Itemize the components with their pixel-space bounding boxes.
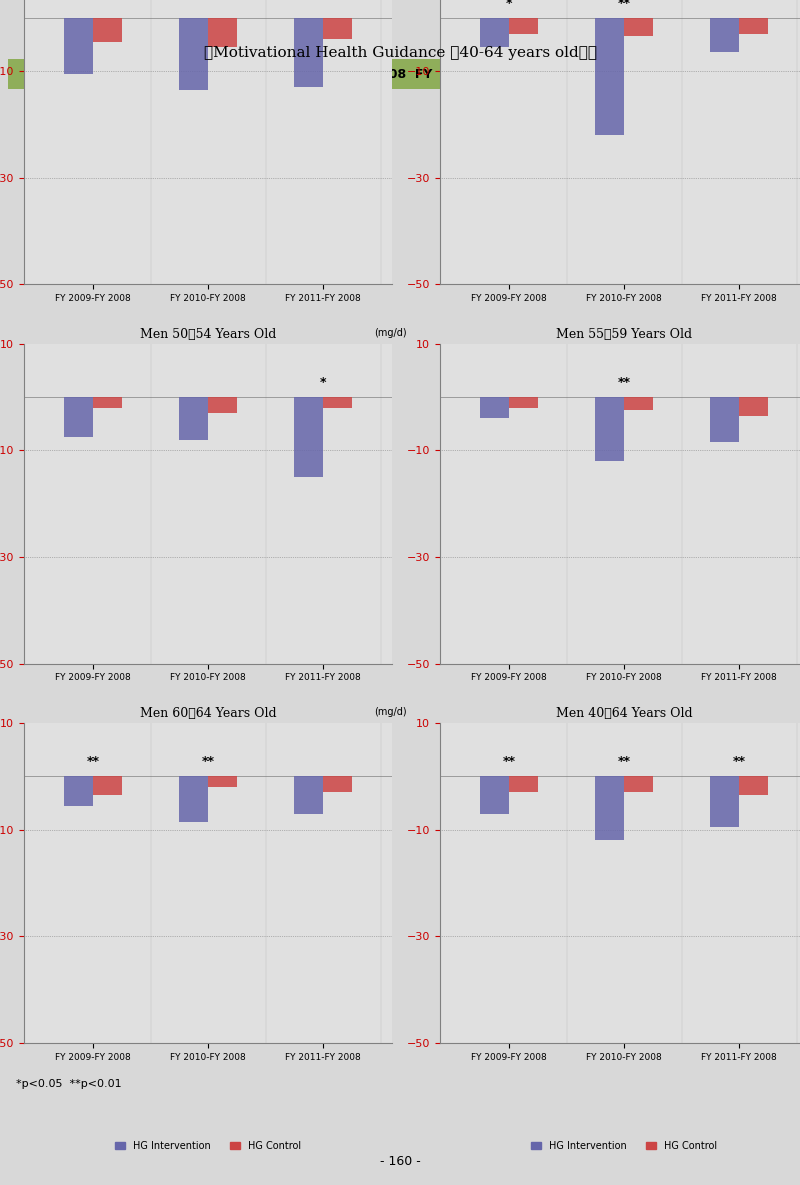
Bar	[710, 397, 739, 442]
Bar	[624, 18, 653, 37]
Bar	[208, 397, 237, 412]
Bar	[739, 397, 768, 416]
Bar	[208, 776, 237, 787]
Bar	[64, 18, 93, 73]
Bar	[509, 397, 538, 408]
Text: (mg/d): (mg/d)	[374, 706, 406, 717]
Bar	[294, 18, 323, 87]
Text: **: **	[86, 755, 99, 768]
Bar	[323, 397, 352, 408]
Title: Men 55～59 Years Old: Men 55～59 Years Old	[556, 328, 692, 341]
Bar	[509, 18, 538, 33]
Bar	[294, 776, 323, 813]
Bar	[179, 18, 208, 90]
Bar	[624, 776, 653, 792]
Text: **: **	[618, 755, 630, 768]
Bar	[179, 776, 208, 821]
Title: Men 60～64 Years Old: Men 60～64 Years Old	[140, 707, 276, 720]
Text: **: **	[618, 376, 630, 389]
Title: Men 40～64 Years Old: Men 40～64 Years Old	[556, 707, 692, 720]
Legend: HG Intervention, HG Control: HG Intervention, HG Control	[527, 758, 721, 776]
Bar	[739, 776, 768, 795]
Bar	[595, 397, 624, 461]
Bar	[595, 18, 624, 135]
Legend: HG Intervention, HG Control: HG Intervention, HG Control	[111, 758, 305, 776]
Legend: HG Intervention, HG Control: HG Intervention, HG Control	[527, 379, 721, 397]
Text: Figure 5−Ⅰ−C  Difference  from FY  2008  FY  2009-FY  2011・Triglycerides・Men: Figure 5−Ⅰ−C Difference from FY 2008 FY …	[124, 68, 676, 81]
Text: 【Motivational Health Guidance （40-64 years old）】: 【Motivational Health Guidance （40-64 yea…	[203, 46, 597, 60]
Legend: HG Intervention, HG Control: HG Intervention, HG Control	[527, 1138, 721, 1155]
Text: **: **	[502, 755, 515, 768]
Bar	[294, 397, 323, 476]
Bar	[93, 397, 122, 408]
Legend: HG Intervention, HG Control: HG Intervention, HG Control	[111, 379, 305, 397]
Text: (mg/d): (mg/d)	[374, 327, 406, 338]
Text: - 160 -: - 160 -	[380, 1155, 420, 1167]
Bar	[480, 397, 509, 418]
Text: *: *	[320, 376, 326, 389]
Bar	[480, 776, 509, 813]
Text: **: **	[618, 0, 630, 9]
Text: **: **	[733, 755, 746, 768]
Bar	[624, 397, 653, 410]
Legend: HG Intervention, HG Control: HG Intervention, HG Control	[111, 1138, 305, 1155]
Bar	[323, 18, 352, 39]
Bar	[93, 776, 122, 795]
Bar	[323, 776, 352, 792]
Bar	[509, 776, 538, 792]
Bar	[710, 776, 739, 827]
Bar	[208, 18, 237, 47]
Bar	[739, 18, 768, 33]
Text: *p<0.05  **p<0.01: *p<0.05 **p<0.01	[16, 1080, 122, 1089]
Text: *: *	[506, 0, 512, 9]
Bar	[480, 18, 509, 47]
Bar	[64, 397, 93, 437]
Bar	[93, 18, 122, 41]
Text: **: **	[202, 755, 214, 768]
Bar	[64, 776, 93, 806]
Bar	[179, 397, 208, 440]
Bar	[710, 18, 739, 52]
Bar	[595, 776, 624, 840]
Title: Men 50～54 Years Old: Men 50～54 Years Old	[140, 328, 276, 341]
